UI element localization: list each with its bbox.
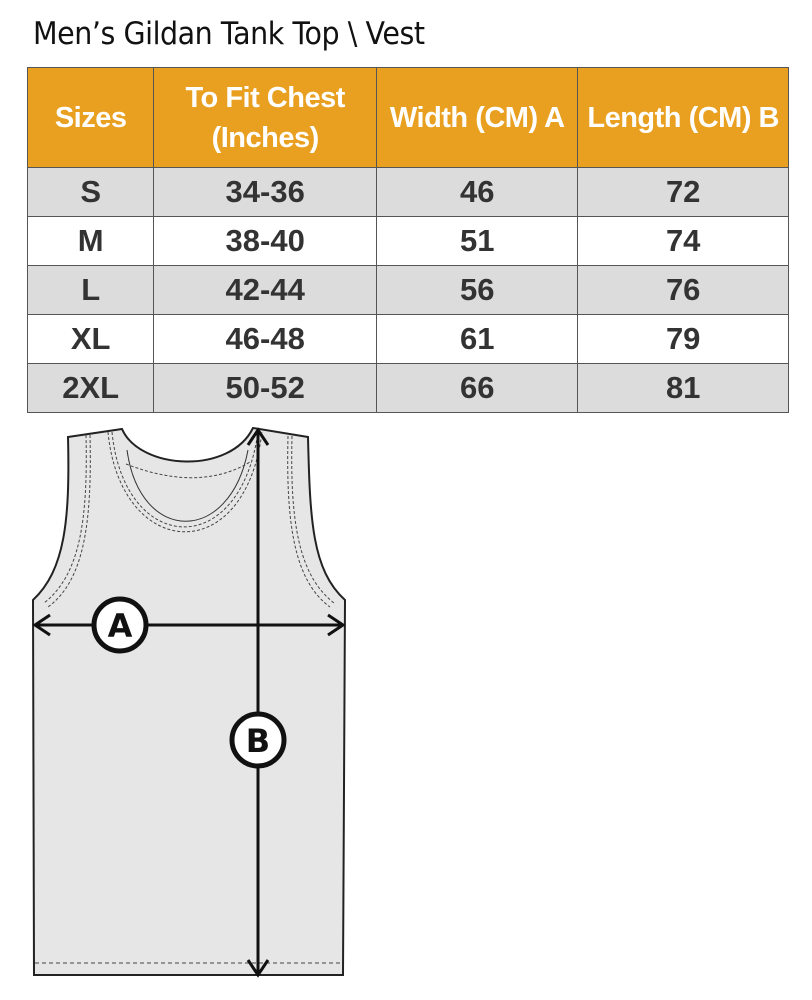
- cell-length: 79: [577, 314, 789, 364]
- table-row: L 42-44 56 76: [26, 265, 789, 315]
- cell-size: 2XL: [26, 363, 155, 413]
- cell-length: 72: [577, 167, 789, 217]
- page-title: Men’s Gildan Tank Top \ Vest: [33, 16, 425, 52]
- cell-chest: 46-48: [153, 314, 378, 364]
- cell-width: 61: [376, 314, 579, 364]
- header-length: Length (CM) B: [577, 67, 789, 168]
- cell-length: 76: [577, 265, 789, 315]
- cell-chest: 50-52: [153, 363, 378, 413]
- cell-size: S: [26, 167, 155, 217]
- cell-width: 66: [376, 363, 579, 413]
- size-chart-table: Sizes To Fit Chest (Inches) Width (CM) A…: [26, 67, 789, 413]
- width-measure-arrow: [32, 613, 346, 637]
- label-b: B: [246, 722, 270, 760]
- table-row: XL 46-48 61 79: [26, 314, 789, 364]
- cell-size: XL: [26, 314, 155, 364]
- length-measure-arrow: [246, 427, 270, 978]
- header-width: Width (CM) A: [376, 67, 579, 168]
- cell-width: 51: [376, 216, 579, 266]
- label-a: A: [108, 607, 133, 645]
- cell-width: 46: [376, 167, 579, 217]
- cell-chest: 42-44: [153, 265, 378, 315]
- header-chest: To Fit Chest (Inches): [153, 67, 378, 168]
- label-a-badge: A: [91, 596, 149, 654]
- cell-size: M: [26, 216, 155, 266]
- cell-length: 74: [577, 216, 789, 266]
- label-b-badge: B: [229, 711, 287, 769]
- table-row: 2XL 50-52 66 81: [26, 363, 789, 413]
- cell-length: 81: [577, 363, 789, 413]
- header-sizes: Sizes: [26, 67, 155, 168]
- table-row: M 38-40 51 74: [26, 216, 789, 266]
- table-header-row: Sizes To Fit Chest (Inches) Width (CM) A…: [26, 67, 789, 168]
- cell-chest: 38-40: [153, 216, 378, 266]
- cell-width: 56: [376, 265, 579, 315]
- tank-top-outline: [31, 426, 347, 976]
